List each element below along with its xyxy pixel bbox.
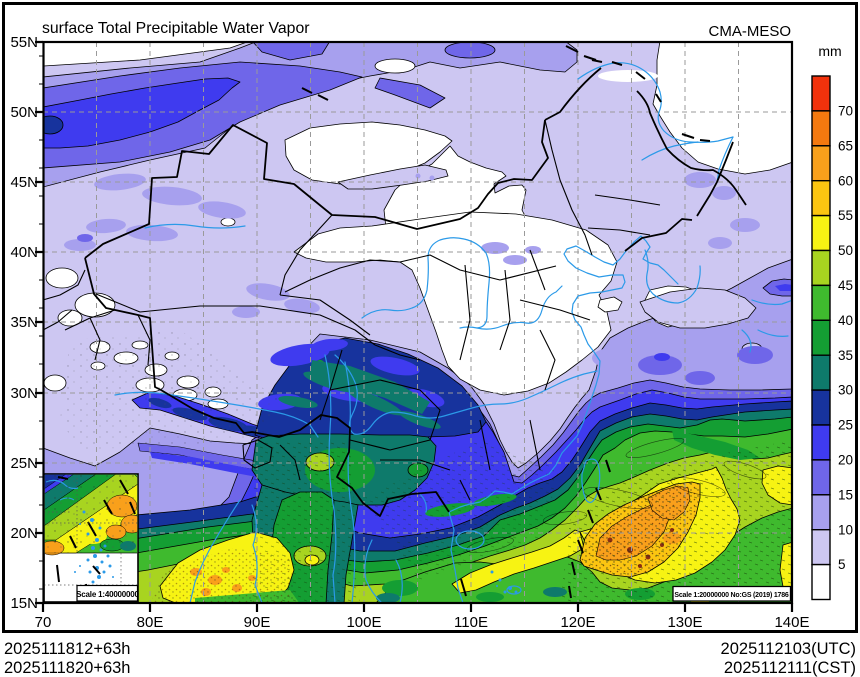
svg-text:45: 45 [838, 278, 853, 293]
svg-text:Scale 1:40000000: Scale 1:40000000 [76, 590, 139, 599]
svg-text:mm: mm [818, 43, 841, 59]
svg-text:55N: 55N [10, 34, 38, 51]
svg-text:50: 50 [838, 243, 853, 258]
svg-text:20N: 20N [10, 525, 38, 542]
svg-text:55: 55 [838, 208, 853, 223]
svg-text:50N: 50N [10, 104, 38, 121]
svg-text:20: 20 [838, 453, 853, 468]
svg-text:surface Total Precipitable Wat: surface Total Precipitable Water Vapor [42, 20, 310, 37]
svg-text:25: 25 [838, 418, 853, 433]
svg-text:45N: 45N [10, 174, 38, 191]
svg-text:65: 65 [838, 138, 853, 153]
svg-text:70: 70 [35, 614, 52, 631]
svg-text:2025112111(CST): 2025112111(CST) [724, 659, 856, 677]
svg-text:35N: 35N [10, 314, 38, 331]
svg-text:5: 5 [838, 557, 846, 572]
svg-text:90E: 90E [244, 614, 271, 631]
svg-text:30: 30 [838, 383, 853, 398]
svg-text:Scale 1:20000000 No:GS (2019): Scale 1:20000000 No:GS (2019) 1786 [674, 592, 789, 599]
svg-text:2025112103(UTC): 2025112103(UTC) [721, 640, 856, 658]
svg-text:15: 15 [838, 487, 853, 502]
svg-text:40N: 40N [10, 244, 38, 261]
svg-text:110E: 110E [454, 614, 488, 631]
svg-text:2025111820+63h: 2025111820+63h [4, 659, 130, 677]
svg-text:40: 40 [838, 313, 853, 328]
svg-text:CMA-MESO: CMA-MESO [709, 23, 792, 40]
svg-text:70: 70 [838, 104, 853, 119]
svg-text:35: 35 [838, 348, 853, 363]
svg-text:30N: 30N [10, 385, 38, 402]
svg-text:120E: 120E [560, 614, 595, 631]
svg-text:25N: 25N [10, 455, 38, 472]
svg-text:130E: 130E [667, 614, 702, 631]
svg-text:2025111812+63h: 2025111812+63h [4, 640, 130, 658]
svg-text:80E: 80E [137, 614, 164, 631]
svg-text:140E: 140E [774, 614, 809, 631]
svg-text:15N: 15N [10, 595, 38, 612]
svg-text:100E: 100E [346, 614, 381, 631]
svg-text:10: 10 [838, 522, 853, 537]
svg-text:60: 60 [838, 173, 853, 188]
